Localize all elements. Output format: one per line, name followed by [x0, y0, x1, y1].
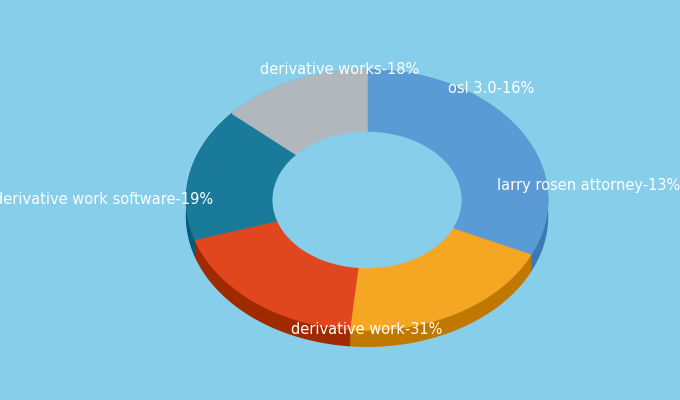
Text: larry rosen attorney-13%: larry rosen attorney-13%: [497, 178, 680, 193]
Text: derivative work-31%: derivative work-31%: [291, 322, 443, 338]
Text: derivative work software-19%: derivative work software-19%: [0, 192, 214, 208]
Text: derivative works-18%: derivative works-18%: [260, 62, 420, 78]
Polygon shape: [350, 229, 530, 330]
Polygon shape: [186, 114, 297, 239]
Polygon shape: [186, 114, 233, 256]
Ellipse shape: [273, 132, 461, 268]
Text: osl 3.0-16%: osl 3.0-16%: [448, 80, 534, 96]
Polygon shape: [195, 239, 350, 346]
Polygon shape: [195, 220, 358, 329]
Polygon shape: [233, 70, 367, 130]
Polygon shape: [350, 255, 530, 346]
Polygon shape: [367, 70, 547, 271]
Polygon shape: [233, 70, 367, 155]
Polygon shape: [367, 70, 547, 255]
